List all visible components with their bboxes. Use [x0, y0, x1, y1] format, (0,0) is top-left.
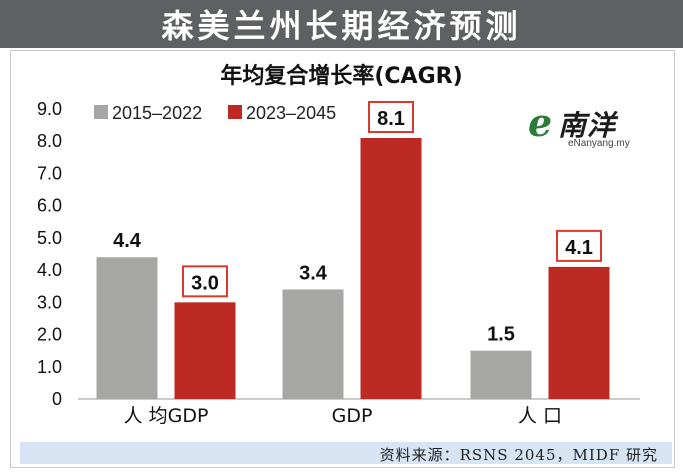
y-tick-label: 3.0 — [37, 292, 62, 312]
logo-chinese-name: 南洋 — [558, 109, 617, 142]
legend-swatch — [94, 105, 108, 119]
y-tick-label: 8.0 — [37, 131, 62, 151]
page-title: 森美兰州长期经济预测 — [161, 7, 522, 45]
bar — [360, 138, 422, 399]
source-note: 资料来源：RSNS 2045，MIDF 研究 — [379, 446, 658, 464]
source-bar: 资料来源：RSNS 2045，MIDF 研究 — [20, 442, 672, 464]
y-tick-label: 1.0 — [37, 357, 62, 377]
data-label: 1.5 — [487, 324, 515, 346]
y-tick-label: 5.0 — [37, 228, 62, 248]
chart-title: 年均复合增长率(CAGR) — [220, 64, 463, 89]
legend-label: 2023–2045 — [246, 103, 336, 123]
data-label: 3.4 — [299, 262, 328, 284]
bar — [548, 266, 610, 399]
legend-label: 2015–2022 — [112, 103, 202, 123]
category-label: 人 口 — [518, 405, 562, 427]
bar — [174, 302, 236, 399]
logo-e-mark: e — [528, 100, 553, 145]
legend-swatch — [228, 105, 242, 119]
data-label: 3.0 — [191, 272, 219, 294]
y-tick-label: 2.0 — [37, 325, 62, 345]
enanyang-logo: e 南洋 eNanyang.my — [528, 98, 668, 154]
header-banner: 森美兰州长期经济预测 — [0, 0, 683, 48]
data-label-box — [182, 265, 228, 298]
y-tick-label: 0 — [52, 389, 62, 409]
data-label: 4.1 — [565, 237, 593, 259]
data-label-box — [556, 229, 602, 262]
y-tick-label: 6.0 — [37, 196, 62, 216]
data-label: 8.1 — [377, 108, 405, 130]
y-tick-label: 4.0 — [37, 260, 62, 280]
logo-site-name: eNanyang.my — [568, 138, 630, 149]
data-label-box — [368, 101, 414, 133]
category-label: 人 均GDP — [124, 405, 209, 427]
data-label: 4.4 — [113, 230, 142, 252]
bar — [470, 350, 532, 399]
y-tick-label: 9.0 — [37, 99, 62, 119]
category-label: GDP — [332, 405, 373, 427]
bar — [96, 257, 158, 399]
bar — [282, 289, 344, 399]
y-tick-label: 7.0 — [37, 163, 62, 183]
